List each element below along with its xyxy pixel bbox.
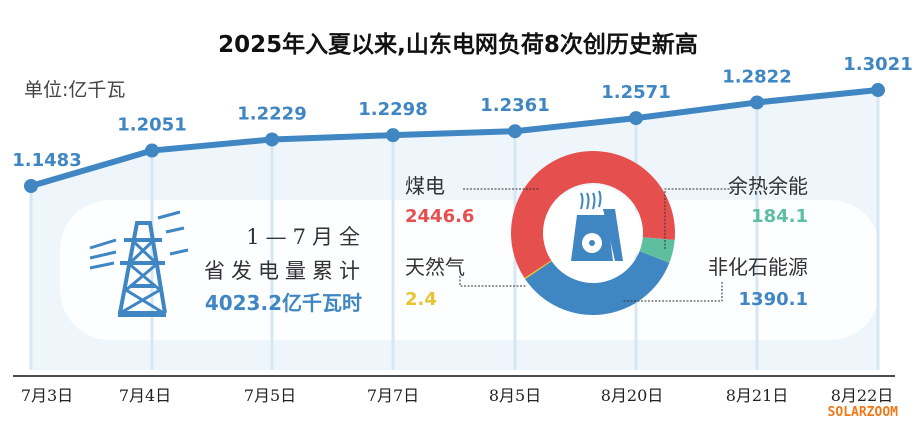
- x-axis-ticks: 7月3日 7月4日 7月5日 7月7日 8月5日 8月20日 8月21日 8月22日: [21, 386, 893, 405]
- data-label: 1.1483: [12, 150, 81, 171]
- highlight-panel: [60, 200, 880, 340]
- data-point: [386, 128, 400, 143]
- x-tick-label: 7月5日: [244, 386, 296, 405]
- data-label: 1.3021: [843, 54, 912, 75]
- total-value: 4023.2亿千瓦时: [205, 291, 362, 315]
- donut-slice: [511, 150, 675, 279]
- donut-chart: 煤电 2446.6 余热余能 184.1 非化石能源 1390.1 天然气 2.4: [405, 150, 808, 315]
- donut-slice: [639, 237, 675, 263]
- chart-title: 2025年入夏以来,山东电网负荷8次创历史新高: [218, 31, 698, 58]
- slice-value: 2446.6: [405, 206, 474, 227]
- x-tick-label: 8月5日: [489, 386, 541, 405]
- x-tick-label: 7月4日: [119, 386, 171, 405]
- watermark: SOLARZOOM: [828, 405, 899, 420]
- data-point: [24, 179, 38, 193]
- donut-slice: [524, 260, 552, 280]
- radiation-core: [589, 240, 595, 246]
- line-series: 1.1483 1.2051 1.2229 1.2298 1.2361 1.2571 1.28…: [12, 54, 913, 193]
- data-label: 1.2298: [358, 99, 427, 120]
- data-point: [629, 111, 643, 126]
- x-tick-label: 7月7日: [367, 386, 419, 405]
- chart-background: [29, 90, 880, 370]
- leader-line: [664, 188, 733, 250]
- data-label: 1.2822: [722, 66, 791, 87]
- slice-name: 非化石能源: [708, 255, 808, 279]
- x-tick-label: 8月22日: [831, 386, 894, 405]
- slice-name: 余热余能: [728, 174, 808, 198]
- x-tick-label: 8月21日: [726, 386, 789, 405]
- series-line: [28, 87, 881, 189]
- slice-name: 煤电: [405, 174, 445, 198]
- total-label-line2: 省发电量累计: [204, 259, 366, 283]
- unit-label: 单位:亿千瓦: [24, 79, 125, 101]
- slice-value: 184.1: [751, 206, 808, 227]
- data-point: [145, 143, 159, 158]
- data-point: [871, 83, 885, 98]
- data-label: 1.2229: [237, 103, 306, 124]
- data-label: 1.2571: [601, 82, 670, 103]
- data-point: [265, 132, 279, 147]
- cooling-tower: [603, 209, 623, 261]
- slice-value: 2.4: [405, 289, 437, 310]
- data-point: [508, 124, 522, 139]
- nuclear-plant-icon: [571, 190, 623, 261]
- data-label: 1.2361: [480, 95, 549, 116]
- slice-value: 1390.1: [739, 289, 808, 310]
- steam: [580, 190, 602, 210]
- power-tower-icon: [89, 210, 189, 317]
- donut-slice: [525, 251, 670, 315]
- data-label: 1.2051: [117, 115, 186, 136]
- leader-line: [622, 282, 723, 302]
- slice-name: 天然气: [405, 255, 465, 279]
- data-point: [750, 95, 764, 110]
- x-tick-label: 7月3日: [21, 386, 73, 405]
- total-label-line1: 1—7月全: [246, 225, 366, 249]
- x-tick-label: 8月20日: [601, 386, 664, 405]
